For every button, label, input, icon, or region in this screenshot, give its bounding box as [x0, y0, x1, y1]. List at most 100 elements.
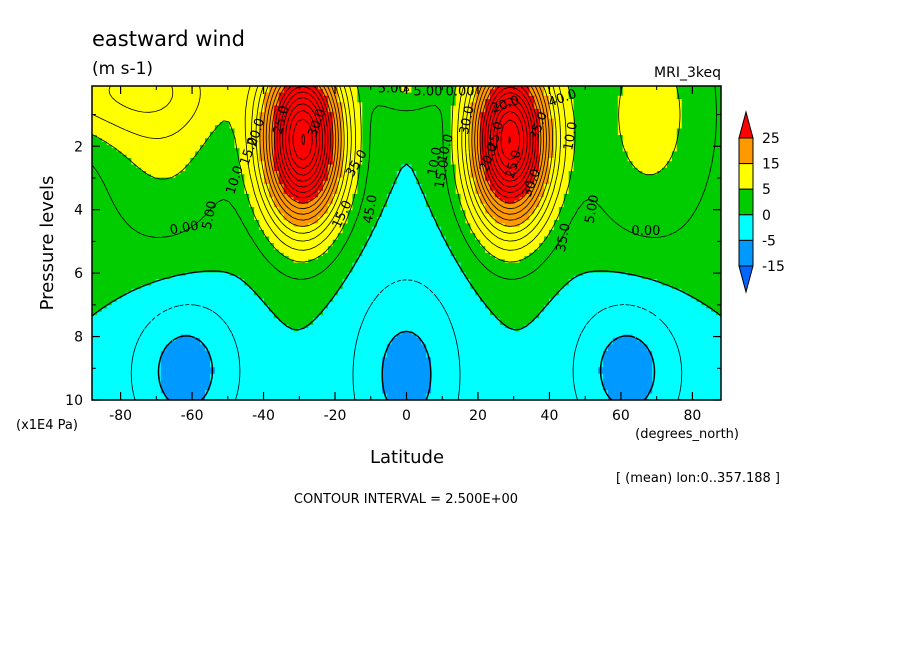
field-cell: [185, 171, 191, 175]
field-cell: [711, 180, 717, 185]
field-cell: [362, 197, 368, 202]
field-cell: [337, 157, 344, 162]
field-cell: [106, 187, 113, 192]
field-cell: [254, 210, 260, 215]
field-cell: [121, 138, 127, 143]
field-cell: [662, 210, 668, 215]
field-cell: [686, 118, 693, 123]
field-cell: [352, 86, 358, 90]
field-cell: [416, 207, 422, 211]
field-cell: [318, 207, 324, 211]
field-cell: [190, 203, 196, 208]
field-cell: [273, 112, 280, 117]
field-cell: [92, 180, 98, 185]
field-cell: [175, 128, 182, 133]
field-cell: [465, 135, 471, 139]
field-cell: [603, 141, 609, 146]
field-cell: [170, 180, 177, 185]
field-cell: [622, 161, 629, 166]
field-cell: [711, 210, 717, 215]
field-cell: [209, 164, 216, 169]
field-cell: [490, 193, 496, 198]
field-cell: [214, 131, 221, 136]
field-cell: [165, 108, 172, 113]
field-cell: [563, 108, 570, 113]
field-cell: [671, 151, 678, 156]
field-cell: [475, 157, 481, 162]
field-cell: [578, 131, 584, 136]
field-cell: [318, 95, 324, 100]
field-cell: [308, 108, 314, 113]
field-cell: [612, 174, 619, 179]
field-cell: [195, 99, 201, 103]
field-cell: [263, 174, 270, 179]
field-cell: [234, 203, 241, 208]
field-cell: [583, 171, 589, 175]
field-cell: [607, 180, 614, 185]
field-cell: [239, 99, 245, 103]
field-cell: [131, 164, 137, 169]
field-cell: [563, 102, 570, 107]
field-cell: [494, 118, 501, 123]
field-cell: [170, 157, 177, 162]
field-cell: [254, 108, 260, 113]
field-cell: [622, 141, 629, 146]
field-cell: [283, 131, 290, 136]
field-cell: [214, 99, 221, 103]
field-cell: [534, 157, 540, 162]
field-cell: [303, 148, 309, 153]
field-cell: [263, 89, 270, 94]
field-cell: [386, 95, 393, 100]
field-cell: [573, 92, 580, 97]
field-cell: [234, 157, 241, 162]
field-cell: [475, 112, 481, 117]
field-cell: [342, 105, 349, 110]
field-cell: [205, 102, 211, 107]
field-cell: [711, 203, 717, 208]
field-cell: [504, 95, 511, 100]
field-cell: [598, 102, 604, 107]
field-cell: [490, 164, 496, 169]
field-cell: [239, 141, 245, 146]
field-cell: [534, 135, 540, 139]
field-cell: [445, 151, 452, 156]
field-cell: [524, 187, 530, 192]
field-cell: [278, 148, 285, 153]
field-cell: [632, 121, 639, 126]
field-cell: [268, 121, 275, 126]
field-cell: [327, 89, 334, 94]
field-cell: [150, 203, 157, 208]
field-cell: [239, 128, 245, 133]
field-cell: [578, 148, 584, 153]
field-cell: [514, 190, 521, 195]
field-cell: [185, 108, 191, 113]
field-cell: [131, 210, 137, 215]
field-cell: [150, 135, 157, 139]
field-cell: [475, 161, 481, 166]
field-cell: [303, 157, 309, 162]
field-cell: [327, 151, 334, 156]
field-cell: [126, 121, 132, 126]
field-cell: [175, 180, 182, 185]
field-cell: [357, 184, 363, 188]
field-cell: [652, 105, 658, 110]
field-cell: [116, 131, 123, 136]
field-cell: [706, 115, 712, 120]
field-cell: [509, 157, 516, 162]
field-cell: [244, 161, 250, 166]
field-cell: [544, 197, 550, 202]
field-cell: [637, 167, 643, 172]
field-cell: [440, 125, 447, 130]
field-cell: [121, 190, 127, 195]
field-cell: [666, 167, 673, 172]
field-cell: [136, 180, 142, 185]
field-cell: [357, 92, 363, 97]
field-cell: [617, 99, 624, 103]
field-cell: [607, 157, 614, 162]
field-cell: [219, 148, 226, 153]
field-cell: [391, 148, 398, 153]
field-cell: [303, 86, 309, 90]
field-cell: [342, 135, 349, 139]
field-cell: [460, 154, 467, 159]
field-cell: [396, 197, 403, 202]
